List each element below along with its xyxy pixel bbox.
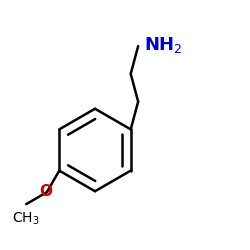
Text: NH$_2$: NH$_2$	[144, 35, 183, 55]
Text: CH$_3$: CH$_3$	[12, 210, 40, 227]
Text: O: O	[39, 184, 52, 198]
